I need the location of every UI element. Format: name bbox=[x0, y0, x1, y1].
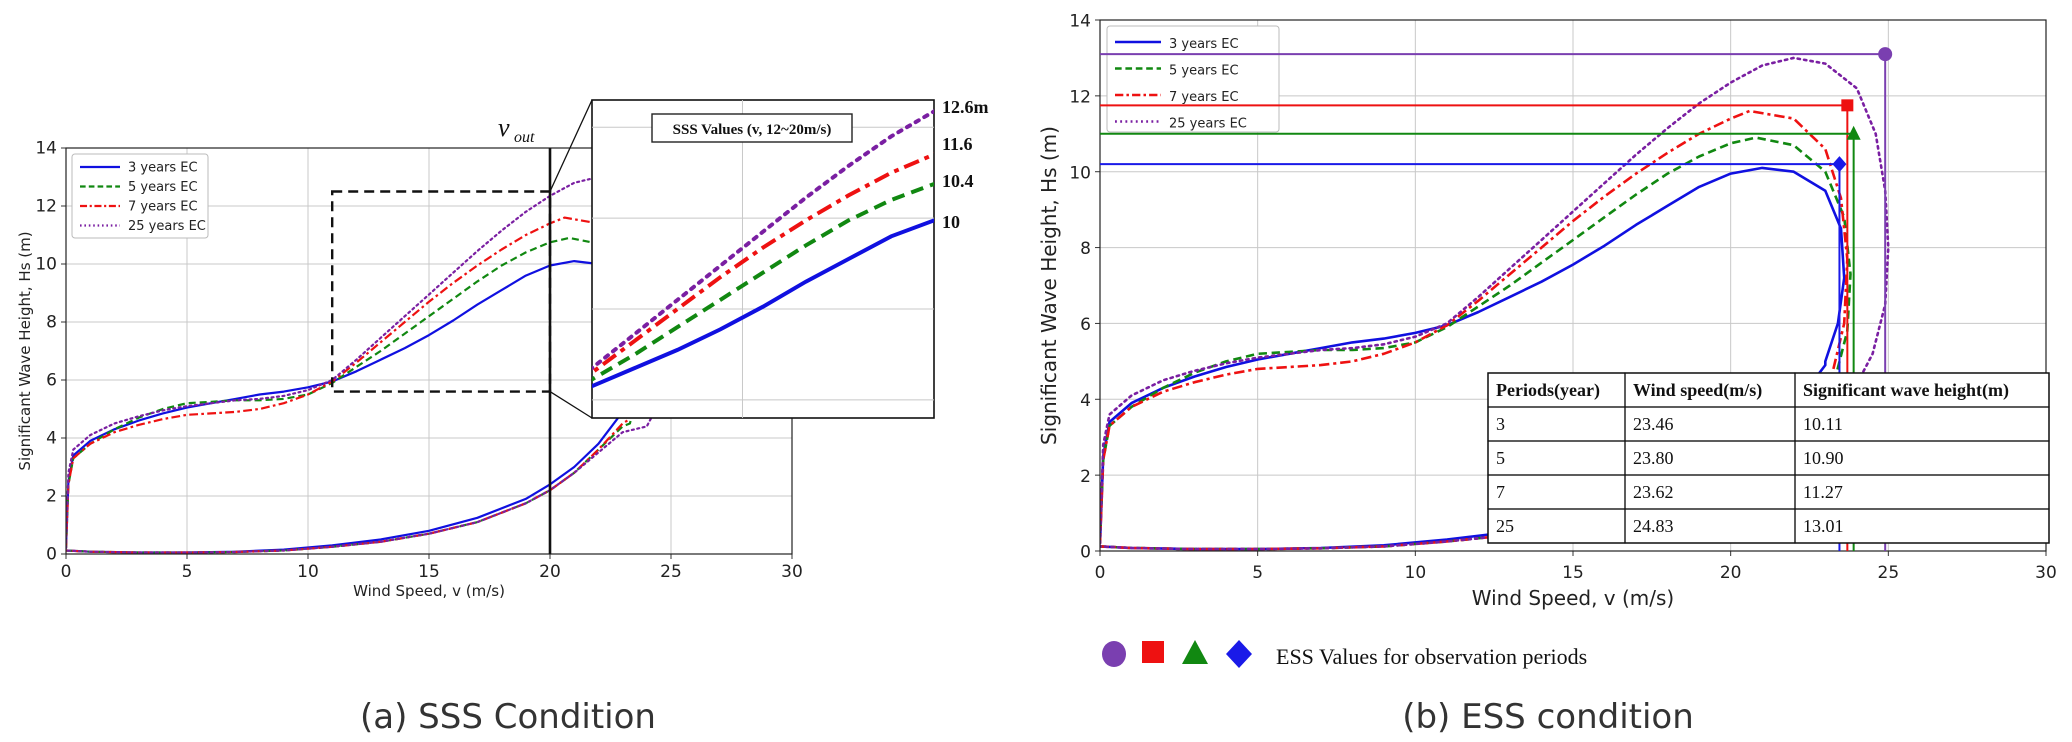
table-value-cell: 10.90 bbox=[1803, 448, 1844, 468]
y-tick-label: 4 bbox=[1080, 391, 1091, 411]
table-header-cell: Significant wave height(m) bbox=[1803, 380, 2009, 401]
inset-frame bbox=[591, 99, 935, 419]
legend-diamond-marker bbox=[1226, 640, 1252, 668]
y-tick-label: 2 bbox=[46, 486, 57, 506]
table-header-cell: Periods(year) bbox=[1496, 380, 1600, 401]
table-value-cell: 3 bbox=[1496, 414, 1505, 434]
inset-value-label: 10 bbox=[942, 212, 960, 232]
inset-title: SSS Values (v, 12~20m/s) bbox=[673, 122, 832, 138]
y-tick-label: 6 bbox=[1080, 315, 1091, 335]
x-tick-label: 30 bbox=[781, 562, 803, 582]
y-tick-label: 14 bbox=[35, 138, 57, 158]
x-tick-label: 15 bbox=[418, 562, 440, 582]
x-tick-label: 10 bbox=[297, 562, 319, 582]
x-tick-label: 30 bbox=[2035, 563, 2057, 583]
table-value-cell: 25 bbox=[1496, 516, 1514, 536]
table-header-cell: Wind speed(m/s) bbox=[1633, 380, 1762, 401]
x-tick-label: 20 bbox=[539, 562, 561, 582]
inset-series-group bbox=[592, 109, 934, 389]
table-value-cell: 10.11 bbox=[1803, 414, 1843, 434]
y-tick-label: 6 bbox=[46, 370, 57, 390]
inset-series-line bbox=[592, 181, 934, 382]
x-tick-label: 15 bbox=[1562, 563, 1584, 583]
inset-series-line bbox=[592, 218, 934, 389]
legend-box bbox=[71, 153, 209, 239]
caption-b: (b) ESS condition bbox=[1402, 697, 1694, 737]
series-line-3-years-ec bbox=[66, 260, 639, 554]
y-tick-label: 8 bbox=[46, 312, 57, 332]
table-value-cell: 13.01 bbox=[1803, 516, 1844, 536]
table-value-cell: 5 bbox=[1496, 448, 1505, 468]
inset-value-label: 12.6m bbox=[942, 97, 989, 117]
table-value-cell: 11.27 bbox=[1803, 482, 1843, 502]
x-axis-label: Wind Speed, v (m/s) bbox=[353, 582, 505, 600]
legend-label: 25 years EC bbox=[128, 219, 206, 234]
x-tick-label: 5 bbox=[182, 562, 193, 582]
ess-marker-triangle bbox=[1846, 125, 1861, 140]
data-table: Periods(year) Wind speed(m/s) Significant … bbox=[1487, 372, 2050, 544]
table-value-cell: 24.83 bbox=[1633, 516, 1674, 536]
table-value-cell: 7 bbox=[1496, 482, 1505, 502]
y-tick-label: 14 bbox=[1069, 12, 1091, 32]
x-tick-label: 5 bbox=[1252, 563, 1263, 583]
legend-label: 3 years EC bbox=[1169, 37, 1239, 52]
ess-marker-legend: ESS Values for observation periods bbox=[1102, 640, 1587, 669]
vout-subscript: out bbox=[514, 129, 535, 146]
series-line-7-years-ec bbox=[66, 216, 641, 554]
inset-series-line bbox=[592, 109, 934, 371]
x-tick-label: 0 bbox=[61, 562, 72, 582]
vout-label: v bbox=[498, 113, 510, 142]
x-axis-label: Wind Speed, v (m/s) bbox=[1472, 586, 1674, 610]
y-tick-label: 12 bbox=[35, 196, 57, 216]
legend-label: 3 years EC bbox=[128, 161, 198, 176]
zoom-inset: SSS Values (v, 12~20m/s) 12.6m 11.6 10.4 10 bbox=[549, 97, 989, 419]
inset-series-line bbox=[592, 152, 934, 376]
inset-title-box bbox=[651, 113, 853, 143]
x-tick-label: 25 bbox=[660, 562, 682, 582]
x-tick-label: 20 bbox=[1720, 563, 1742, 583]
legend-label: 7 years EC bbox=[1169, 90, 1239, 105]
zoom-connector bbox=[549, 99, 593, 192]
x-tick-label: 10 bbox=[1405, 563, 1427, 583]
zoom-connector bbox=[549, 391, 593, 419]
plot-frame bbox=[1099, 19, 2047, 552]
legend-triangle-marker bbox=[1182, 640, 1208, 664]
table-cell bbox=[1794, 508, 2050, 544]
x-tick-label: 25 bbox=[1878, 563, 1900, 583]
caption-a: (a) SSS Condition bbox=[360, 697, 656, 737]
y-tick-label: 8 bbox=[1080, 239, 1091, 259]
y-tick-label: 12 bbox=[1069, 88, 1091, 108]
table-value-cell: 23.80 bbox=[1633, 448, 1674, 468]
table-value-cell: 23.46 bbox=[1633, 414, 1674, 434]
ess-legend-text: ESS Values for observation periods bbox=[1276, 644, 1587, 669]
y-axis-label: Significant Wave Height, Hs (m) bbox=[1037, 126, 1061, 445]
series-line-25-years-ec bbox=[66, 175, 673, 554]
table-value-cell: 23.62 bbox=[1633, 482, 1674, 502]
inset-value-label: 10.4 bbox=[942, 171, 974, 191]
y-tick-label: 4 bbox=[46, 428, 57, 448]
y-axis-label: Significant Wave Height, Hs (m) bbox=[16, 231, 34, 470]
legend-label: 5 years EC bbox=[128, 180, 198, 195]
legend-label: 7 years EC bbox=[128, 200, 198, 215]
legend-square-marker bbox=[1142, 641, 1164, 663]
legend-label: 5 years EC bbox=[1169, 63, 1239, 78]
series-line-25-years-ec bbox=[1100, 56, 1890, 551]
panel-b-chart: 0 5 10 15 20 25 30 0 2 4 6 8 10 12 14 Wind Speed, v (m/… bbox=[1037, 12, 2057, 610]
legend-label: 25 years EC bbox=[1169, 116, 1247, 131]
ess-marker-circle bbox=[1878, 47, 1893, 62]
y-tick-label: 0 bbox=[46, 544, 57, 564]
ess-marker-square bbox=[1841, 99, 1854, 112]
y-tick-label: 2 bbox=[1080, 467, 1091, 487]
inset-value-label: 11.6 bbox=[942, 134, 973, 154]
y-tick-label: 0 bbox=[1080, 543, 1091, 563]
x-tick-label: 0 bbox=[1095, 563, 1106, 583]
y-tick-label: 10 bbox=[1069, 163, 1091, 183]
ess-marker-diamond bbox=[1832, 156, 1847, 173]
legend-circle-marker bbox=[1102, 641, 1126, 667]
y-tick-label: 10 bbox=[35, 254, 57, 274]
